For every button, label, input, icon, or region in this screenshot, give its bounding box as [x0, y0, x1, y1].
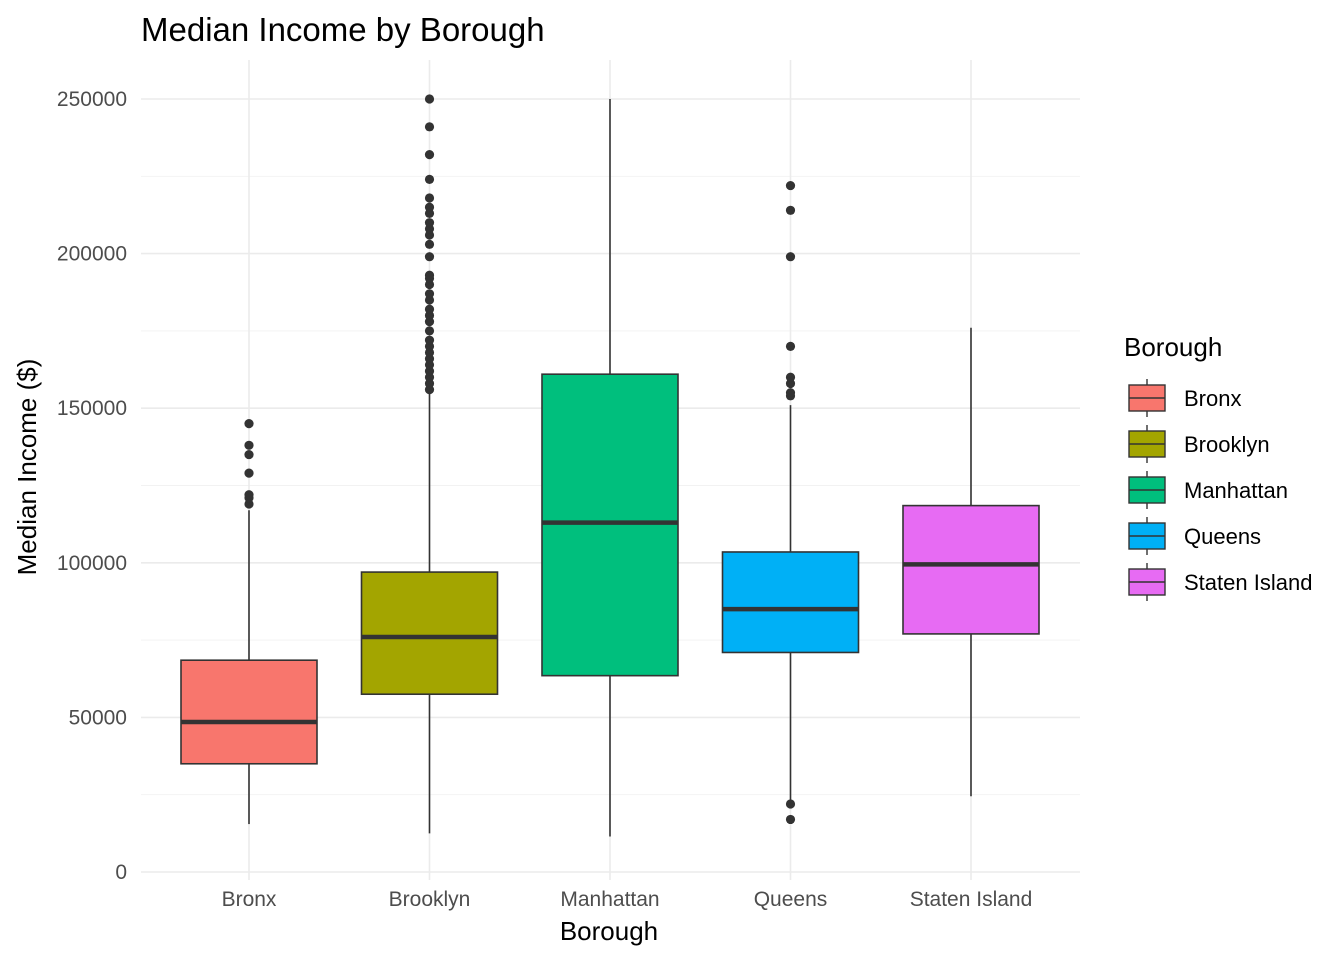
- legend-item-queens: Queens: [1128, 517, 1261, 555]
- outlier-point: [785, 372, 796, 382]
- legend-label: Staten Island: [1184, 570, 1312, 595]
- outlier-point: [785, 814, 796, 825]
- outlier-point: [424, 193, 435, 203]
- y-tick-label: 50000: [69, 706, 127, 729]
- legend-label: Bronx: [1184, 386, 1241, 411]
- outlier-point: [424, 122, 435, 132]
- iqr-box: [721, 551, 860, 654]
- outlier-point: [244, 468, 254, 478]
- outlier-point: [424, 289, 435, 299]
- legend-item-bronx: Bronx: [1128, 379, 1241, 417]
- outlier-point: [424, 304, 435, 314]
- x-tick-label: Queens: [754, 888, 828, 911]
- box-manhattan: [541, 99, 679, 837]
- outlier-point: [424, 335, 435, 345]
- x-axis-title: Borough: [560, 916, 658, 946]
- iqr-box: [541, 373, 679, 677]
- box-brooklyn: [360, 94, 499, 834]
- y-tick-label: 0: [115, 861, 127, 884]
- outlier-point: [244, 419, 254, 429]
- y-tick-label: 100000: [57, 552, 127, 575]
- outlier-point: [424, 326, 435, 336]
- iqr-box: [902, 504, 1040, 635]
- chart-title: Median Income by Borough: [141, 11, 545, 48]
- iqr-box: [180, 659, 318, 765]
- x-tick-label: Staten Island: [910, 888, 1033, 911]
- x-tick-label: Bronx: [222, 888, 277, 911]
- box-bronx: [180, 419, 318, 825]
- outlier-point: [424, 202, 435, 212]
- outlier-point: [785, 388, 796, 398]
- y-tick-label: 200000: [57, 243, 127, 266]
- legend-label: Manhattan: [1184, 478, 1288, 503]
- outlier-point: [785, 799, 796, 809]
- legend-item-brooklyn: Brooklyn: [1128, 425, 1270, 463]
- legend-title: Borough: [1124, 332, 1222, 362]
- legend-label: Brooklyn: [1184, 432, 1270, 457]
- x-tick-label: Brooklyn: [389, 888, 471, 911]
- legend: Borough Bronx Brooklyn Manhattan Queens Stat…: [1124, 332, 1312, 601]
- outlier-point: [424, 239, 435, 249]
- outlier-point: [424, 218, 435, 228]
- outlier-point: [424, 174, 435, 184]
- outlier-point: [785, 252, 796, 262]
- legend-item-staten-island: Staten Island: [1128, 563, 1312, 601]
- y-tick-label: 150000: [57, 397, 127, 420]
- outlier-point: [785, 180, 796, 191]
- x-tick-label: Manhattan: [560, 888, 659, 911]
- outlier-point: [424, 150, 435, 160]
- outlier-point: [424, 270, 435, 280]
- x-axis-ticks: Bronx Brooklyn Manhattan Queens Staten Islan…: [222, 888, 1033, 911]
- outlier-point: [424, 252, 435, 262]
- iqr-box: [360, 571, 499, 696]
- outlier-point: [244, 490, 254, 500]
- outlier-point: [785, 205, 796, 215]
- box-staten-island: [902, 327, 1040, 797]
- legend-item-manhattan: Manhattan: [1128, 471, 1288, 509]
- y-tick-label: 250000: [57, 88, 127, 111]
- boxes: [180, 94, 1040, 837]
- outlier-point: [424, 94, 435, 104]
- outlier-point: [785, 341, 796, 351]
- outlier-point: [244, 440, 254, 450]
- outlier-point: [244, 449, 254, 460]
- y-axis-title: Median Income ($): [12, 359, 42, 576]
- legend-label: Queens: [1184, 524, 1261, 549]
- y-axis-ticks: 0 50000 100000 150000 200000 250000: [57, 88, 127, 884]
- box-queens: [721, 180, 860, 825]
